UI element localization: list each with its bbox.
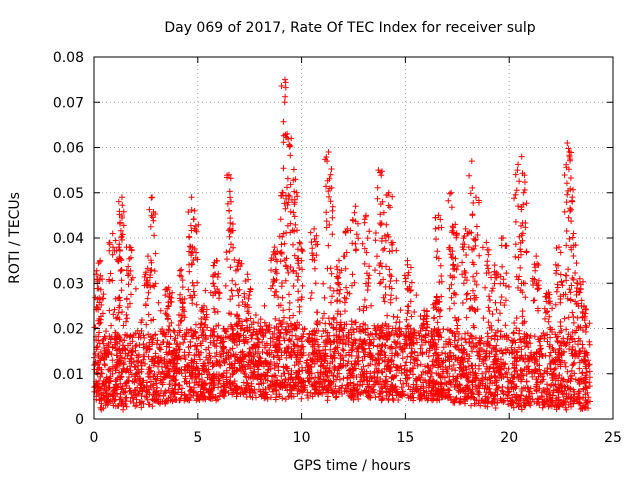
x-tick-label: 5 — [193, 430, 202, 446]
y-tick-label: 0 — [75, 412, 84, 428]
y-tick-label: 0.07 — [53, 95, 84, 111]
y-tick-label: 0.02 — [53, 322, 84, 338]
y-tick-labels: 0 0.01 0.02 0.03 0.04 0.05 0.06 0.07 0.08 — [53, 50, 84, 428]
y-tick-label: 0.03 — [53, 276, 84, 292]
scatter-points — [91, 76, 593, 413]
y-tick-label: 0.04 — [53, 231, 84, 247]
x-tick-label: 0 — [90, 430, 99, 446]
y-tick-label: 0.05 — [53, 186, 84, 202]
y-tick-label: 0.06 — [53, 141, 84, 157]
y-axis-label: ROTI / TECUs — [7, 192, 23, 284]
y-tick-label: 0.08 — [53, 50, 84, 66]
axis-ticks — [93, 56, 614, 420]
x-tick-labels: 0 5 10 15 20 25 — [90, 430, 622, 446]
chart-title: Day 069 of 2017, Rate Of TEC Index for r… — [164, 20, 535, 36]
roti-points — [91, 76, 593, 413]
x-axis-label: GPS time / hours — [293, 458, 410, 474]
x-tick-label: 25 — [604, 430, 622, 446]
x-tick-label: 10 — [293, 430, 311, 446]
y-tick-label: 0.01 — [53, 367, 84, 383]
x-tick-label: 20 — [500, 430, 518, 446]
x-tick-label: 15 — [396, 430, 414, 446]
